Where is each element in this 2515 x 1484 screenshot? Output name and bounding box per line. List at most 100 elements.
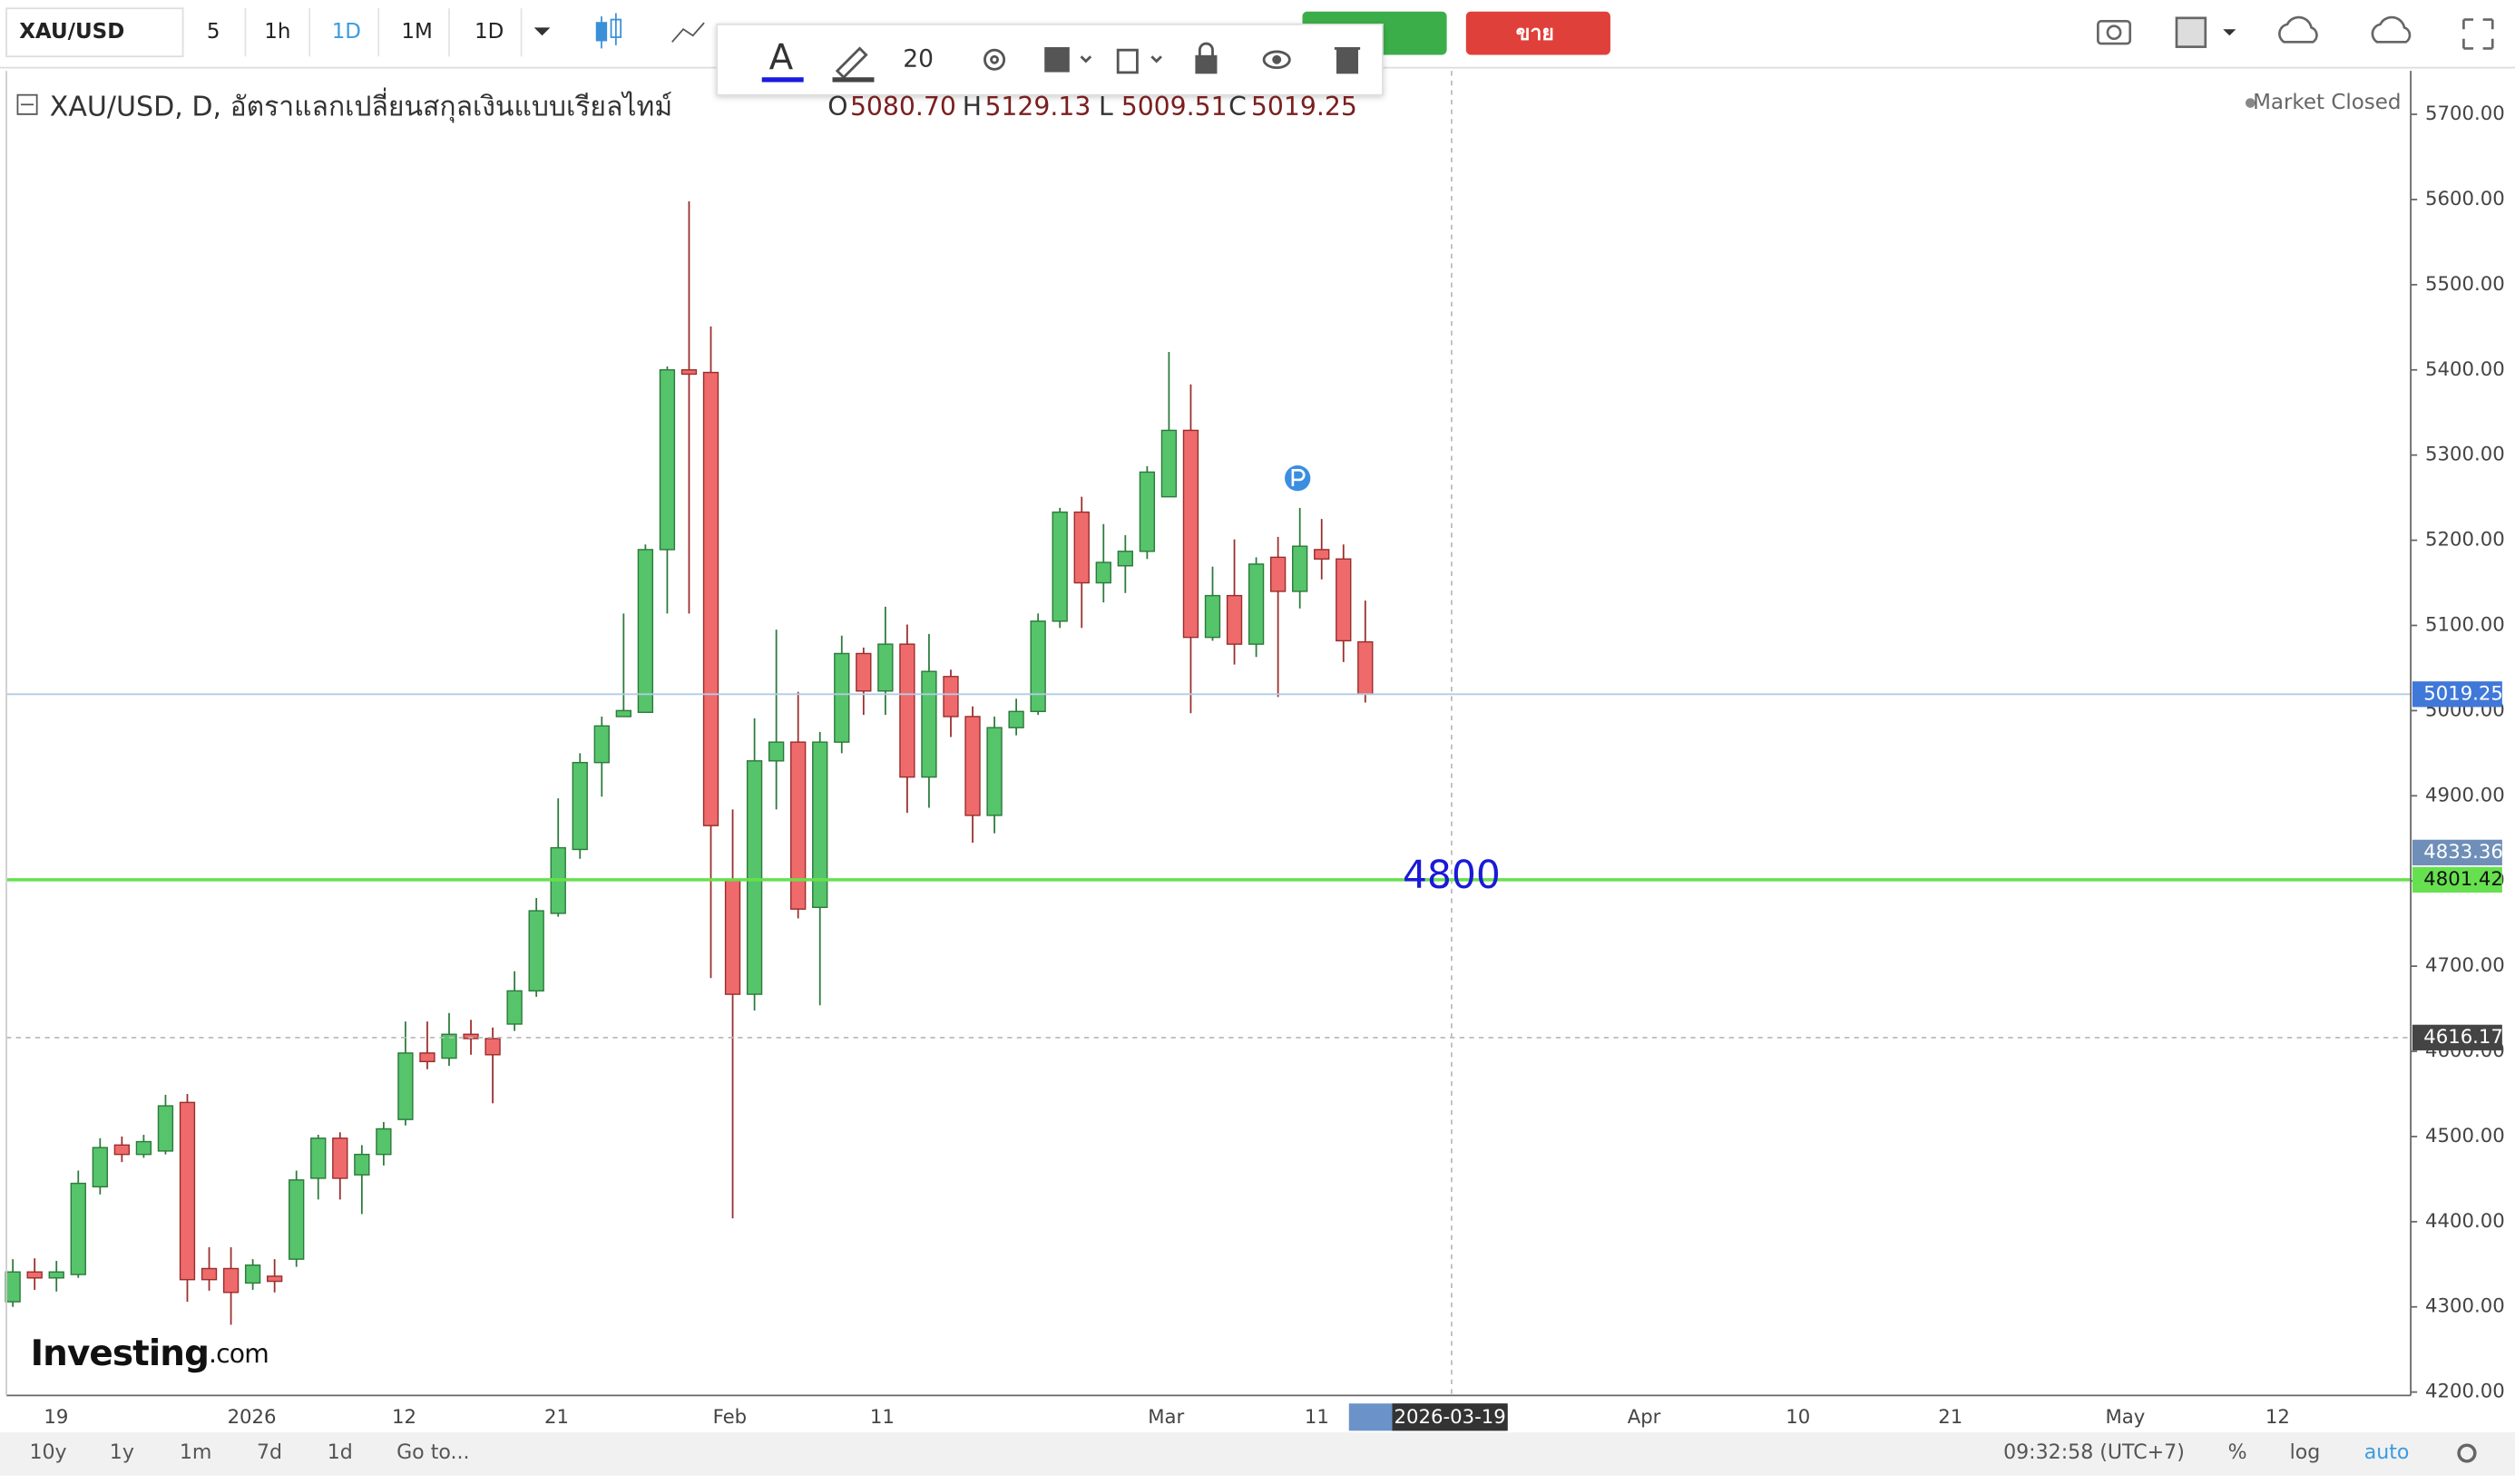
range-button[interactable]: 7d [257,1440,282,1464]
candle-body [5,1271,21,1303]
sell-label[interactable]: ขาย [1516,22,1554,45]
dropdown-icon[interactable] [533,27,551,36]
candle-body [397,1052,414,1120]
price-label-box [2412,866,2502,893]
candle-body [48,1271,64,1279]
candle-body [943,676,959,718]
scale-option[interactable]: % [2228,1440,2247,1464]
font-size-value[interactable]: 20 [903,44,934,73]
price-label-box [2412,1024,2502,1050]
y-tick-label: 4500.00 [2425,1125,2505,1147]
scale-option[interactable]: auto [2364,1440,2410,1464]
symbol-box[interactable] [5,7,184,58]
candle-body [1095,561,1111,584]
x-tick-label: Apr [1628,1406,1661,1429]
candle-body [113,1144,131,1156]
clock: 09:32:58 (UTC+7) [2003,1440,2185,1464]
ohlc-value: 5009.51 [1121,92,1228,122]
candle-body [92,1147,108,1188]
candle-body [877,643,894,692]
candle-body [1292,545,1308,592]
candle-body [680,369,698,376]
y-tick-label: 4400.00 [2425,1210,2505,1233]
candle-body [70,1182,86,1275]
range-button[interactable]: 1y [110,1440,134,1464]
interval[interactable]: 1h [264,20,290,44]
y-tick-label: 5600.00 [2425,188,2505,210]
interval[interactable]: 1D [332,20,361,44]
scale-option[interactable]: log [2290,1440,2321,1464]
candle-body [1226,594,1243,645]
price-label: 4833.36 [2423,841,2503,864]
range-button[interactable]: 10y [29,1440,66,1464]
price-label: 4801.42 [2423,868,2503,891]
symbol[interactable]: XAU/USD [19,20,124,44]
candle-body [1139,471,1156,552]
drawing-tools[interactable]: A [761,37,1361,83]
x-tick-label: Feb [713,1406,748,1429]
candle-body [441,1033,457,1059]
logo: Investing.com [31,1333,269,1374]
price-label-box [2412,681,2502,708]
candle-body [724,879,741,995]
x-tick-label: 11 [1305,1406,1329,1429]
x-tick-label: May [2105,1406,2145,1429]
candle-body [1160,429,1178,498]
annotation: 4800 [1403,854,1501,898]
range-button[interactable]: 1d [328,1440,353,1464]
candle-body [834,652,850,743]
candle-body [615,709,632,718]
settings-icon[interactable] [2457,1443,2477,1463]
y-tick-label: 5700.00 [2425,103,2505,125]
y-tick-label: 5300.00 [2425,444,2505,466]
interval[interactable]: 1M [401,20,432,44]
candle-body [1336,558,1352,642]
candle-body [289,1179,305,1260]
price-label: 5019.25 [2423,682,2503,705]
candle-body [593,725,610,764]
range-button[interactable]: Go to... [396,1440,469,1464]
candle-body [856,652,872,692]
x-tick-label: 11 [870,1406,895,1429]
candle-body [135,1140,152,1156]
x-tick-label: 21 [1938,1406,1962,1429]
candle-body [310,1137,327,1179]
candle-body [899,643,915,778]
right-icons[interactable] [2097,15,2494,50]
sell-button[interactable] [1465,11,1610,55]
ohlc-value: 5080.70 [850,92,956,122]
x-tick-label: 12 [2265,1406,2290,1429]
candle-body [812,741,828,909]
crosshair-date: 2026-03-19 [1395,1406,1506,1429]
range-button[interactable]: 1m [180,1440,212,1464]
logo-name: Investing [31,1333,209,1374]
candle-body [659,369,676,551]
interval[interactable]: 1D [475,20,504,44]
ohlc-key: C [1228,92,1247,122]
candle-body [506,990,523,1025]
interval[interactable]: 5 [207,20,220,44]
candle-body [1248,563,1265,645]
bottom-controls: 10y 1y 1m 7d 1d Go to...% log auto [29,1440,2409,1464]
candle-body [768,741,785,762]
crosshair-date-box [1392,1403,1508,1431]
price-label: 4616.17 [2423,1026,2503,1049]
interval-group: 5 1h 1D 1M 1D [207,8,523,57]
collapse-icon[interactable] [16,93,38,115]
ohlc-value: 5129.13 [984,92,1091,122]
candle-body [1117,551,1133,567]
chart-type-icons[interactable] [595,13,705,49]
candle-body [484,1038,501,1056]
candle-body [1357,640,1374,696]
candle-body [921,670,937,778]
candle-body [463,1033,479,1040]
legend-title: XAU/USD, D, อัตราแลกเปลี่ยนสกุลเงินแบบเร… [50,87,672,123]
candle-body [572,761,588,851]
y-tick-label: 5100.00 [2425,613,2505,636]
candle-body [790,741,807,910]
candle-body [1073,511,1090,584]
